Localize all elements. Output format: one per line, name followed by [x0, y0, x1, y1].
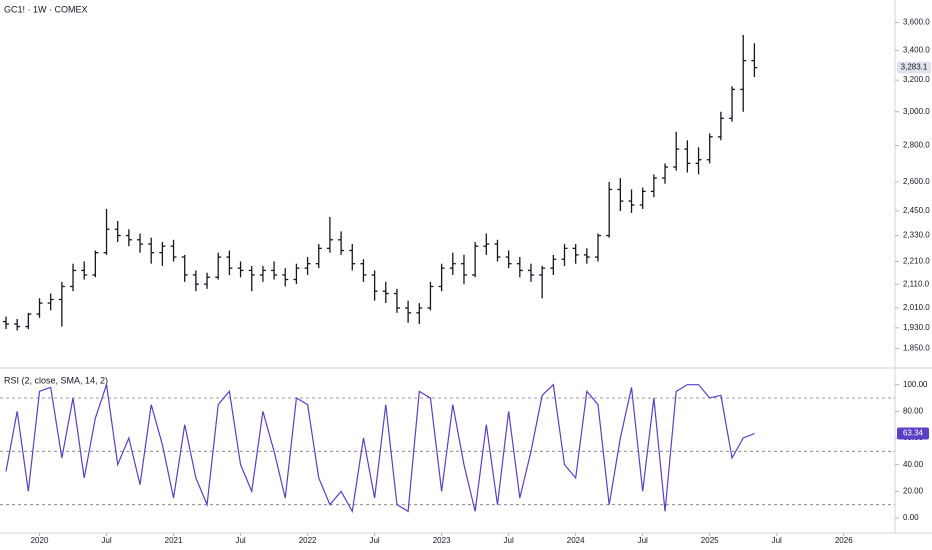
- y-tick-label: 1,930.0: [903, 323, 930, 332]
- y-tick-label: 3,000.0: [903, 107, 930, 116]
- x-tick-label: Jul: [772, 536, 782, 545]
- y-tick-label: 3,200.0: [903, 75, 930, 84]
- y-tick-label: 1,850.0: [903, 344, 930, 353]
- y-tick-label: 2,330.0: [903, 231, 930, 240]
- x-tick-label: Jul: [235, 536, 245, 545]
- y-tick-label: 20.00: [903, 486, 924, 495]
- y-tick-label: 2,450.0: [903, 206, 930, 215]
- y-tick-label: 40.00: [903, 460, 924, 469]
- chart-title: GC1! · 1W · COMEX: [4, 4, 88, 14]
- y-tick-label: 2,010.0: [903, 303, 930, 312]
- x-tick-label: Jul: [369, 536, 379, 545]
- x-tick-label: 2023: [433, 536, 451, 545]
- x-tick-label: 2021: [165, 536, 183, 545]
- x-tick-label: Jul: [638, 536, 648, 545]
- rsi-line: [5, 383, 755, 514]
- last-price-label: 3,283.1: [901, 63, 928, 72]
- x-tick-label: Jul: [504, 536, 514, 545]
- y-tick-label: 100.00: [903, 380, 928, 389]
- y-tick-label: 2,600.0: [903, 177, 930, 186]
- x-tick-label: 2020: [31, 536, 49, 545]
- x-tick-label: Jul: [101, 536, 111, 545]
- y-tick-label: 2,110.0: [903, 279, 930, 288]
- last-value-box: [897, 427, 929, 440]
- x-tick-label: 2024: [567, 536, 585, 545]
- y-tick-label: 80.00: [903, 406, 924, 415]
- y-tick-label: 2,210.0: [903, 257, 930, 266]
- y-tick-label: 2,800.0: [903, 141, 930, 150]
- indicator-title: RSI (2, close, SMA, 14, 2): [4, 375, 108, 385]
- last-price-box: [897, 61, 931, 74]
- x-tick-label: 2025: [701, 536, 719, 545]
- y-tick-label: 3,600.0: [903, 18, 930, 27]
- y-tick-label: 0.00: [903, 513, 919, 522]
- x-tick-label: 2022: [299, 536, 317, 545]
- y-tick-label: 3,400.0: [903, 46, 930, 55]
- x-tick-label: 2026: [835, 536, 853, 545]
- last-value-label: 63.34: [903, 429, 924, 438]
